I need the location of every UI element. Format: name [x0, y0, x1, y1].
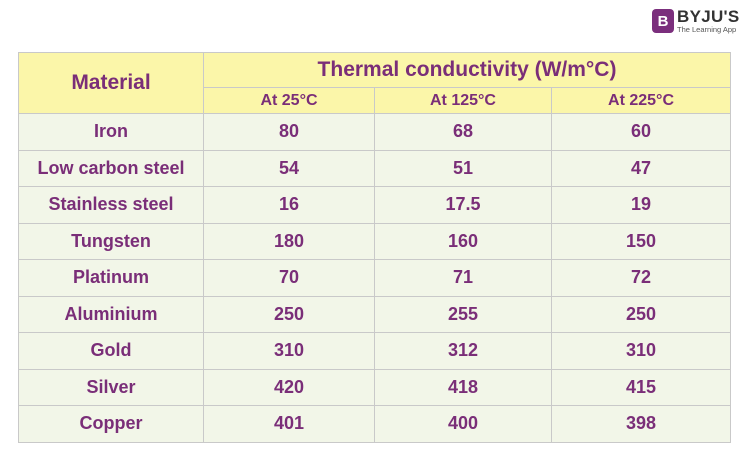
table-cell: 180 — [203, 222, 375, 260]
logo-mark: B — [652, 9, 674, 33]
table-cell: 401 — [203, 405, 375, 443]
table-cell: Platinum — [18, 259, 204, 297]
table-cell: Aluminium — [18, 295, 204, 333]
logo: B BYJU'S The Learning App — [652, 7, 740, 35]
table-cell: Iron — [18, 113, 204, 151]
table-cell: 310 — [203, 332, 375, 370]
table-cell: 255 — [374, 295, 552, 333]
table-row: Iron 80 68 60 — [18, 113, 732, 151]
table-cell: Silver — [18, 368, 204, 406]
table-cell: 70 — [203, 259, 375, 297]
table-cell: 71 — [374, 259, 552, 297]
table-row: Tungsten 180 160 150 — [18, 222, 732, 260]
table-cell: Tungsten — [18, 222, 204, 260]
table-cell: 160 — [374, 222, 552, 260]
header-row: Material Thermal conductivity (W/m°C) — [18, 52, 732, 114]
table-cell: 150 — [550, 222, 732, 260]
table-cell: 310 — [550, 332, 732, 370]
table-cell: 17.5 — [374, 186, 552, 224]
header-cell: Material — [18, 52, 204, 114]
table-cell: 400 — [374, 405, 552, 443]
header-cell: At 225°C — [550, 87, 732, 114]
table-cell: 54 — [203, 149, 375, 187]
logo-name: BYJU'S — [677, 7, 740, 27]
table-row: Copper 401 400 398 — [18, 405, 732, 443]
table-cell: 19 — [550, 186, 732, 224]
table-cell: 68 — [374, 113, 552, 151]
logo-tagline: The Learning App — [677, 25, 737, 35]
table-cell: 16 — [203, 186, 375, 224]
table-cell: 80 — [203, 113, 375, 151]
table-cell: 47 — [550, 149, 732, 187]
logo-text: BYJU'S The Learning App — [677, 8, 740, 34]
table-cell: 51 — [374, 149, 552, 187]
header-cell: At 125°C — [374, 87, 552, 114]
table-row: Gold 310 312 310 — [18, 332, 732, 370]
table-cell: Stainless steel — [18, 186, 204, 224]
table-body: Iron 80 68 60 Low carbon steel 54 51 47 Stainles… — [18, 113, 732, 443]
table-row: Low carbon steel 54 51 47 — [18, 149, 732, 187]
table-cell: 418 — [374, 368, 552, 406]
table-row: Stainless steel 16 17.5 19 — [18, 186, 732, 224]
header-row: At 25°C At 125°C At 225°C — [19, 87, 732, 114]
table-cell: 415 — [550, 368, 732, 406]
table-header: Material Thermal conductivity (W/m°C) At… — [18, 52, 732, 114]
table-cell: 72 — [550, 259, 732, 297]
table-cell: Copper — [18, 405, 204, 443]
table-cell: 60 — [550, 113, 732, 151]
table-cell: 250 — [550, 295, 732, 333]
table-row: Aluminium 250 255 250 — [18, 295, 732, 333]
table-cell: 398 — [550, 405, 732, 443]
conductivity-table: Material Thermal conductivity (W/m°C) At… — [18, 52, 732, 443]
header-cell: At 25°C — [203, 87, 375, 114]
table-cell: Gold — [18, 332, 204, 370]
table-row: Silver 420 418 415 — [18, 368, 732, 406]
table-row: Platinum 70 71 72 — [18, 259, 732, 297]
table-cell: Low carbon steel — [18, 149, 204, 187]
table-cell: 250 — [203, 295, 375, 333]
header-cell: Thermal conductivity (W/m°C) — [202, 52, 732, 88]
table-cell: 420 — [203, 368, 375, 406]
table-cell: 312 — [374, 332, 552, 370]
